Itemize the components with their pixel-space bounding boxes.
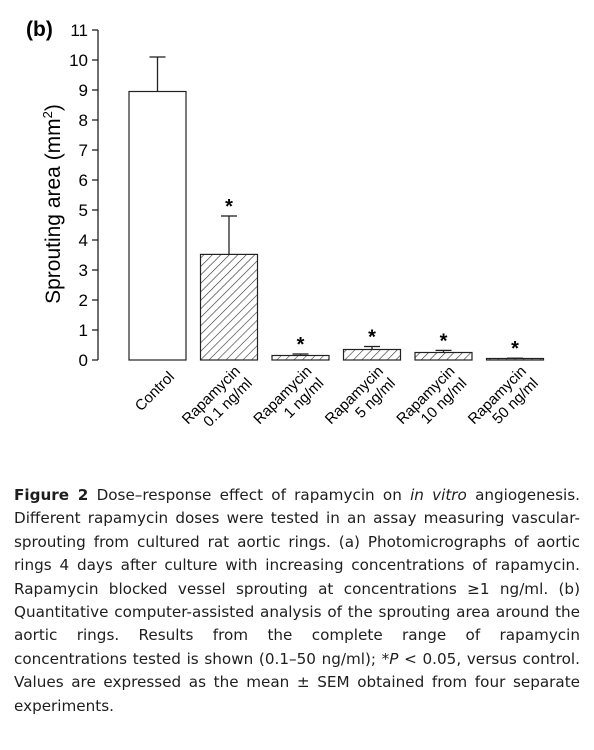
- y-axis-label-superscript: 2: [40, 111, 55, 118]
- caption-segment: Dose–response effect of rapamycin on: [88, 486, 411, 504]
- y-tick-label: 2: [79, 291, 88, 310]
- significance-star-2: *: [297, 334, 305, 356]
- chart-region: (b) 0 1 2 3 4 5 6 7 8 9 10 11 * * * * * Control Rapamyci…: [26, 18, 545, 440]
- y-axis: 0 1 2 3 4 5 6 7 8 9 10 11: [69, 21, 99, 370]
- significance-star-5: *: [511, 338, 519, 360]
- caption-segment: P: [389, 649, 399, 668]
- y-tick-label: 5: [79, 201, 88, 220]
- figure-label: Figure 2: [14, 486, 89, 504]
- category-label-1: Rapamycin0.1 ng/ml: [179, 363, 256, 440]
- error-bars: [149, 56, 523, 359]
- caption-segment: angiogenesis. Different rapamycin doses …: [14, 486, 580, 668]
- y-tick-label: 10: [69, 51, 88, 70]
- y-axis-label-close: ): [42, 104, 65, 111]
- y-tick-label: 11: [70, 21, 88, 40]
- y-tick-label: 8: [79, 111, 88, 130]
- category-label-4: Rapamycin10 ng/ml: [393, 363, 470, 440]
- category-label-0: Control: [132, 368, 178, 414]
- bar-0: [128, 90, 187, 361]
- category-label-5: Rapamycin50 ng/ml: [465, 363, 542, 440]
- caption-segment: in vitro: [410, 486, 467, 504]
- panel-label: (b): [26, 18, 53, 41]
- y-tick-label: 1: [79, 321, 88, 340]
- bars: [128, 90, 545, 361]
- y-tick-label: 7: [79, 141, 88, 160]
- y-tick-label: 3: [79, 261, 88, 280]
- y-tick-label: 4: [79, 231, 88, 250]
- y-tick-label: 0: [79, 351, 88, 370]
- y-tick-label: 6: [79, 171, 88, 190]
- caption-text: Dose–response effect of rapamycin on in …: [14, 486, 580, 715]
- category-label-3: Rapamycin5 ng/ml: [322, 363, 399, 440]
- significance-markers: * * * * *: [225, 196, 519, 360]
- y-axis-label: Sprouting area (mm2): [40, 104, 65, 304]
- significance-star-4: *: [440, 330, 448, 352]
- significance-star-1: *: [225, 196, 233, 218]
- y-axis-label-text: Sprouting area (mm: [42, 118, 65, 304]
- bar-3: [342, 348, 402, 361]
- bar-2: [271, 354, 330, 361]
- category-label-2: Rapamycin1 ng/ml: [250, 363, 327, 440]
- category-label-line: Control: [132, 368, 178, 414]
- caption-segment: < 0.05, versus control. Values are expre…: [14, 649, 580, 715]
- bar-4: [414, 351, 473, 361]
- significance-star-3: *: [368, 327, 376, 349]
- bar-1: [199, 253, 259, 361]
- y-tick-label: 9: [79, 81, 88, 100]
- figure-caption: Figure 2 Dose–response effect of rapamyc…: [14, 484, 580, 718]
